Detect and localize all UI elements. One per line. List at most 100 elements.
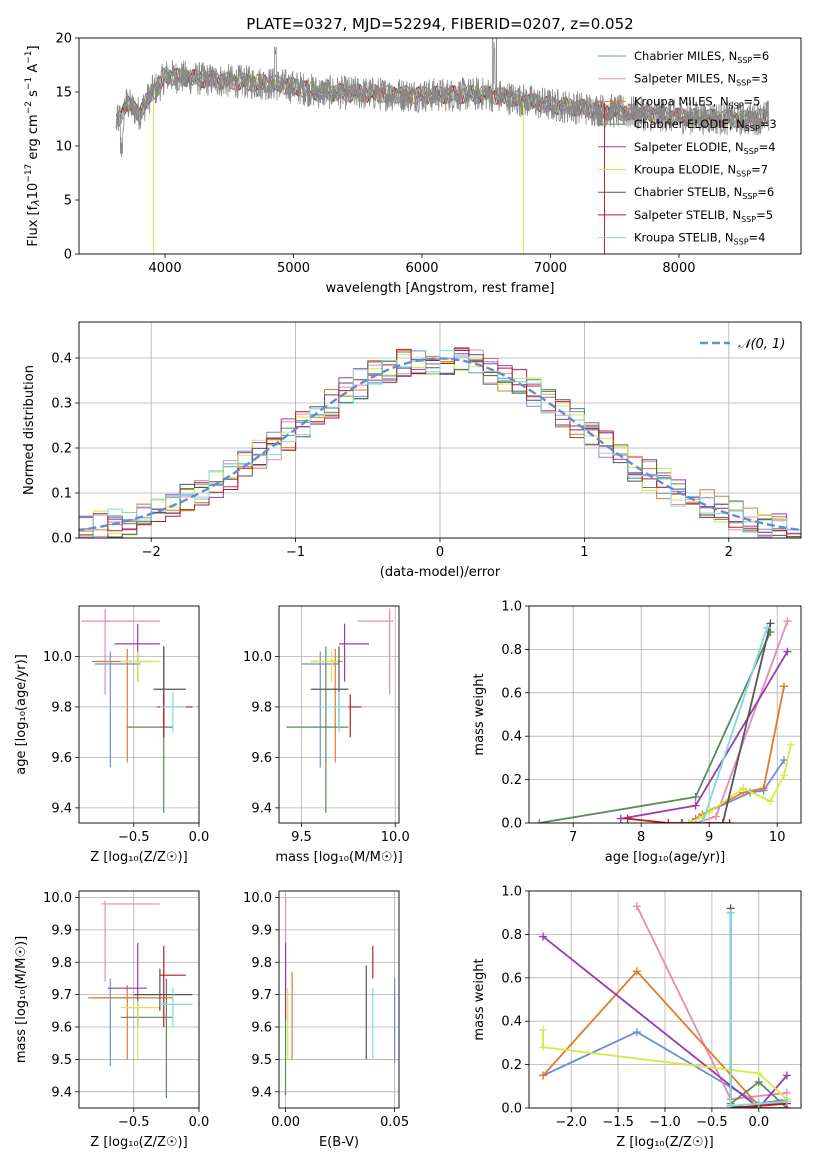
legend-entry-salpeter-miles: Salpeter MILES, NSSP=3 <box>634 72 768 88</box>
y-tick-label: 0.6 <box>501 971 522 986</box>
plot-area <box>115 38 770 254</box>
legend-sub: SSP <box>741 215 756 224</box>
figure-title: PLATE=0327, MJD=52294, FIBERID=0207, z=0… <box>246 15 633 33</box>
weight-marker-salpeter-elodie <box>782 1071 791 1080</box>
y-label-part: ] <box>26 45 41 50</box>
weight-marker-chabrier-miles <box>632 1028 641 1037</box>
legend-eq: = <box>759 140 769 154</box>
y-label-part: erg cm <box>26 114 41 163</box>
x-axis-label: Z [log₁₀(Z/Z☉)] <box>90 1135 187 1150</box>
y-tick-label: 0 <box>64 248 72 263</box>
panel-mass-weight-vs-age: 7 8 9 10 0.0 0.2 0.4 0.6 0.8 1.0 age [log₁₀(age/yr… <box>472 600 802 865</box>
x-axis-label: Z [log₁₀(Z/Z☉)] <box>90 850 187 865</box>
axes-frame <box>528 605 802 824</box>
panel-age-vs-mass: 9.5 10.0 9.4 9.6 9.8 10.0 mass [log₁₀(M/M☉)] <box>243 605 410 865</box>
weight-marker-salpeter-stelib <box>664 819 673 823</box>
x-tick-label: 0.0 <box>189 830 210 845</box>
y-tick-label: 0.8 <box>501 928 522 943</box>
legend-model: Salpeter STELIB, N <box>634 208 741 222</box>
x-tick-label: 7 <box>569 830 577 845</box>
legend-nssp: 3 <box>769 117 776 131</box>
y-tick-label: 0.4 <box>51 352 72 367</box>
x-tick-label: 10 <box>769 830 786 845</box>
legend-nssp: 5 <box>766 208 773 222</box>
y-tick-label: 9.4 <box>51 1085 72 1100</box>
axes-frame <box>78 890 200 1109</box>
x-tick-label: 10.0 <box>381 830 410 845</box>
y-label-part: 10 <box>26 183 41 200</box>
weight-line-kroupa-stelib <box>701 627 768 823</box>
legend-eq: = <box>752 49 762 63</box>
y-tick-label: 9.8 <box>51 700 72 715</box>
weight-marker-chabrier-elodie <box>754 1077 763 1086</box>
weight-marker-salpeter-elodie <box>539 932 548 941</box>
legend-sub: SSP <box>736 79 751 88</box>
weight-marker-salpeter-stelib <box>725 819 734 823</box>
x-tick-label: −1 <box>286 545 305 560</box>
y-tick-label: 9.4 <box>251 801 272 816</box>
weight-marker-salpeter-elodie <box>691 801 700 810</box>
legend-entry-salpeter-stelib: Salpeter STELIB, NSSP=5 <box>634 208 773 224</box>
legend-eq: = <box>744 94 754 108</box>
x-tick-label: 2 <box>725 545 733 560</box>
y-axis-label: Normed distribution <box>22 365 37 495</box>
x-tick-label: 0 <box>436 545 444 560</box>
plot-area <box>535 617 795 823</box>
normal-curve <box>79 357 801 532</box>
legend-eq: = <box>751 163 761 177</box>
legend-eq: = <box>751 72 761 86</box>
y-axis-label: age [log₁₀(age/yr)] <box>14 654 29 775</box>
weight-line-kroupa-miles <box>542 969 788 1107</box>
weight-line-salpeter-elodie <box>620 651 789 820</box>
y-tick-label: 9.4 <box>251 1085 272 1100</box>
y-label-part: Flux [f <box>26 205 41 246</box>
legend-nssp: 3 <box>761 72 768 86</box>
axes-frame <box>278 605 400 824</box>
legend-sub: SSP <box>729 101 744 110</box>
legend-model: Chabrier MILES, N <box>634 49 737 63</box>
weight-marker-chabrier-stelib <box>766 619 775 628</box>
y-tick-label: 9.7 <box>51 988 72 1003</box>
legend-model: Kroupa ELODIE, N <box>634 163 736 177</box>
x-tick-label: 9 <box>705 830 713 845</box>
weight-marker-chabrier-stelib <box>718 819 727 823</box>
plot-area <box>81 608 193 813</box>
x-tick-label: 0.0 <box>189 1115 210 1130</box>
legend-model: Chabrier ELODIE, N <box>634 117 745 131</box>
legend-nssp: 5 <box>753 94 760 108</box>
x-tick-label: −1.0 <box>649 1115 681 1130</box>
legend-entry-salpeter-elodie: Salpeter ELODIE, NSSP=4 <box>634 140 776 156</box>
y-tick-label: 10.0 <box>243 891 272 906</box>
y-tick-label: 9.7 <box>251 988 272 1003</box>
legend-entry-kroupa-elodie: Kroupa ELODIE, NSSP=7 <box>634 163 768 179</box>
weight-marker-kroupa-elodie <box>754 1069 763 1078</box>
weight-marker-salpeter-stelib <box>678 819 686 823</box>
weight-line-kroupa-elodie <box>542 1029 788 1100</box>
y-label-part: −1 <box>24 50 34 63</box>
y-label-part: A <box>26 64 41 77</box>
weight-marker-kroupa-elodie <box>780 771 788 780</box>
x-tick-label: 0.00 <box>271 1115 300 1130</box>
observed-spectrum <box>115 41 770 157</box>
weight-marker-salpeter-miles <box>783 617 792 626</box>
y-tick-label: 0.6 <box>501 686 522 701</box>
weight-marker-salpeter-miles <box>632 902 641 911</box>
weight-marker-kroupa-elodie <box>684 819 693 823</box>
y-tick-label: 9.6 <box>251 751 272 766</box>
x-axis-label: (data-model)/error <box>380 565 501 580</box>
legend-nssp: 7 <box>761 163 768 177</box>
x-tick-label: −2 <box>142 545 161 560</box>
panel-mass-vs-metallicity: −0.5 0.0 9.4 9.5 9.6 9.7 9.8 9.9 10.0 Z [log₁₀(Z/… <box>14 890 210 1150</box>
legend-sub: SSP <box>737 56 752 65</box>
grid <box>279 891 399 1108</box>
weight-marker-kroupa-elodie <box>539 1043 548 1052</box>
weight-marker-salpeter-elodie <box>616 814 625 823</box>
weight-marker-kroupa-stelib <box>726 908 735 917</box>
legend-model: Salpeter ELODIE, N <box>634 140 744 154</box>
legend-nssp: 4 <box>758 231 765 245</box>
y-tick-label: 0.2 <box>501 773 522 788</box>
y-tick-label: 9.6 <box>51 751 72 766</box>
weight-line-kroupa-elodie <box>688 744 792 823</box>
plot-area <box>539 902 791 1108</box>
legend-model: Salpeter MILES, N <box>634 72 736 86</box>
